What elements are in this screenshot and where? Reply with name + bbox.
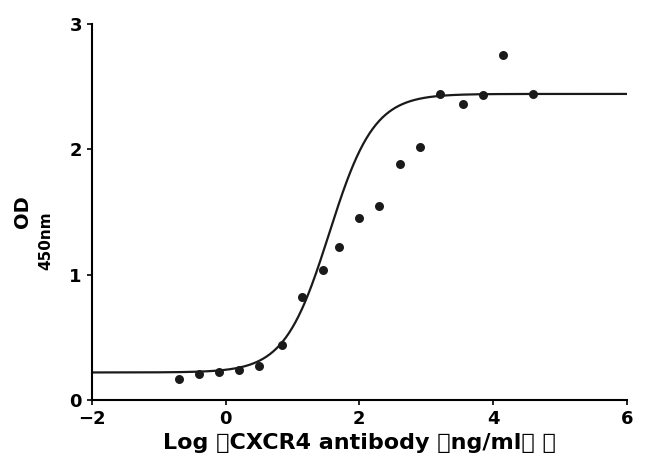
Point [297,293,307,301]
Point [194,370,204,377]
Point [498,51,508,59]
Point [354,214,365,222]
Text: 450nm: 450nm [38,212,53,271]
Text: OD: OD [12,196,32,228]
Point [254,362,264,370]
Point [415,143,425,150]
Point [478,92,488,99]
Point [395,160,405,168]
Point [434,90,445,98]
Point [374,202,385,209]
Point [334,243,345,251]
Point [458,100,468,108]
Point [174,375,184,383]
Point [214,368,224,376]
X-axis label: Log （CXCR4 antibody （ng/ml） ）: Log （CXCR4 antibody （ng/ml） ） [163,433,556,454]
Point [234,366,244,374]
Point [277,341,287,349]
Point [317,266,328,274]
Point [528,90,539,98]
